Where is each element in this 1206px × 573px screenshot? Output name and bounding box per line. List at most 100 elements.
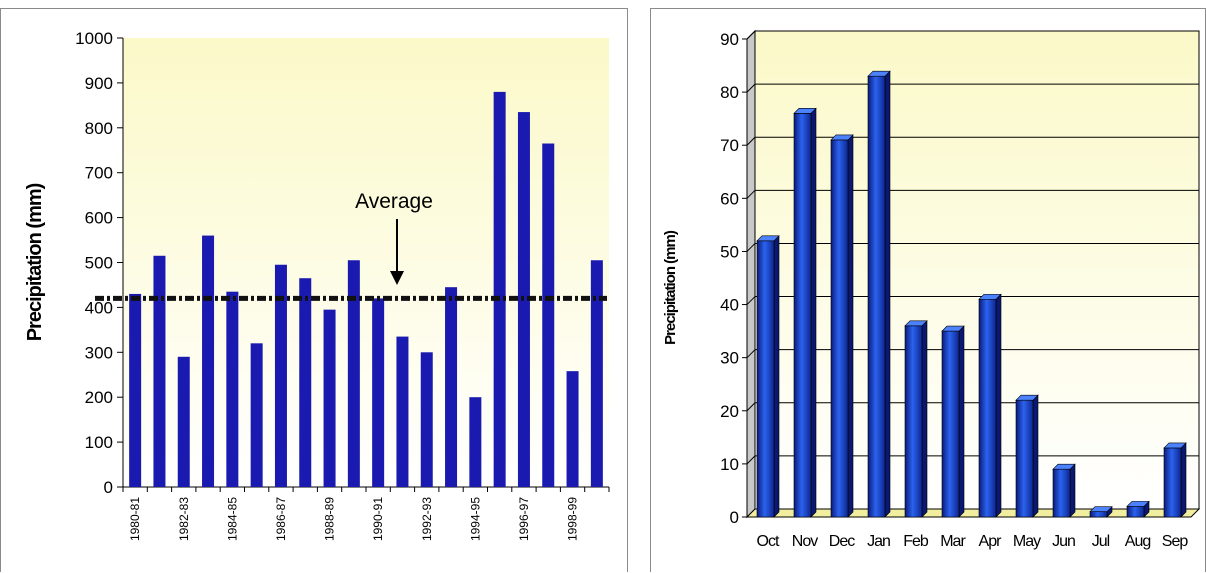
x-tick-label: 1990-91 xyxy=(371,497,385,541)
y-tick-label: 90 xyxy=(720,30,739,49)
bar-top xyxy=(1052,463,1076,470)
bar xyxy=(1052,468,1071,518)
y-tick-label: 300 xyxy=(85,343,113,362)
bar xyxy=(793,113,812,518)
y-tick-label: 0 xyxy=(730,508,739,527)
bar xyxy=(493,91,506,487)
bar xyxy=(396,336,409,487)
x-tick-label: May xyxy=(1013,533,1041,550)
bar-top xyxy=(978,293,1002,300)
bar xyxy=(941,330,960,518)
y-axis-title: Precipitation (mm) xyxy=(24,183,46,341)
bar-side xyxy=(921,320,928,518)
bar xyxy=(978,298,997,518)
bar xyxy=(830,139,849,518)
x-tick-label: Apr xyxy=(979,533,1003,550)
bar-side xyxy=(773,235,780,518)
bar-side xyxy=(1032,394,1039,518)
bar xyxy=(420,352,433,487)
bar xyxy=(867,75,886,518)
x-tick-label: Sep xyxy=(1162,533,1189,550)
bar-side xyxy=(958,325,965,518)
y-tick-label: 10 xyxy=(720,455,739,474)
bar xyxy=(566,371,579,487)
bar xyxy=(1015,399,1034,518)
bar xyxy=(590,260,603,487)
bar xyxy=(153,255,166,487)
x-tick-label: Jun xyxy=(1052,533,1075,550)
bar xyxy=(323,309,336,487)
average-label: Average xyxy=(355,190,433,213)
bar-side xyxy=(1069,463,1076,518)
y-tick-label: 500 xyxy=(85,254,113,273)
bar-side xyxy=(1180,442,1187,518)
bar xyxy=(177,356,190,487)
x-tick-label: 1984-85 xyxy=(225,497,239,541)
bar-top xyxy=(867,70,891,77)
gridline-side xyxy=(746,349,756,359)
bar xyxy=(226,291,239,487)
annual-precipitation-chart: 0 100 200 300 400 500 600 700 800 900 1000 1980-81 1… xyxy=(24,29,610,541)
bar xyxy=(445,287,458,487)
bar xyxy=(1126,506,1145,518)
bar xyxy=(372,298,385,487)
y-tick-label: 800 xyxy=(85,119,113,138)
bar xyxy=(469,397,482,487)
bar xyxy=(250,343,263,487)
y-tick-label: 0 xyxy=(104,478,113,497)
y-tick-label: 40 xyxy=(720,296,739,315)
bar xyxy=(542,143,555,487)
bar xyxy=(756,240,775,518)
x-tick-label: 1996-97 xyxy=(517,497,531,541)
side-wall xyxy=(746,29,756,519)
right-chart-panel: 0 10 20 30 40 50 60 70 80 90 Oct Nov Dec Jan Feb Mar Apr… xyxy=(650,8,1206,572)
y-tick-label: 900 xyxy=(85,74,113,93)
x-tick-label: Aug xyxy=(1125,533,1151,550)
y-tick-label: 700 xyxy=(85,164,113,183)
bar xyxy=(202,235,215,487)
y-tick-label: 400 xyxy=(85,298,113,317)
bar-top xyxy=(756,235,780,242)
gridline-side xyxy=(746,136,756,146)
x-tick-label: 1982-83 xyxy=(177,497,191,541)
y-tick-label: 200 xyxy=(85,388,113,407)
bar-top xyxy=(793,108,817,114)
x-tick-label: 1992-93 xyxy=(420,497,434,541)
gridline-side xyxy=(746,402,756,412)
bar-top xyxy=(1015,394,1039,401)
x-tick-label: 1998-99 xyxy=(566,497,580,541)
y-tick-label: 70 xyxy=(720,136,739,155)
x-tick-label: 1994-95 xyxy=(468,497,482,541)
x-tick-label: Mar xyxy=(940,533,966,550)
gridline-side xyxy=(746,296,756,305)
bar-top xyxy=(1089,506,1113,512)
bar-top xyxy=(1126,501,1150,507)
y-tick-label: 600 xyxy=(85,209,113,228)
x-tick-label: Nov xyxy=(792,533,818,550)
y-tick-label: 100 xyxy=(85,433,113,452)
gridline-side xyxy=(746,189,756,199)
bar-side xyxy=(847,134,854,518)
x-tick-label: Dec xyxy=(829,533,855,550)
y-tick-label: 30 xyxy=(720,349,739,368)
y-axis-title: Precipitation (mm) xyxy=(662,230,679,345)
plot-area xyxy=(123,38,609,487)
bar-top xyxy=(941,325,965,332)
bar-side xyxy=(884,70,891,518)
bar-side xyxy=(810,107,817,518)
x-tick-label: Jan xyxy=(867,533,890,550)
gridline-side xyxy=(746,30,756,40)
bar xyxy=(274,264,287,487)
bar xyxy=(1163,447,1182,518)
back-wall xyxy=(754,30,1200,510)
y-tick-label: 80 xyxy=(720,83,739,102)
gridline-side xyxy=(746,455,756,465)
y-tick-label: 20 xyxy=(720,402,739,421)
bar-top xyxy=(830,134,854,141)
monthly-precipitation-chart: 0 10 20 30 40 50 60 70 80 90 Oct Nov Dec Jan Feb Mar Apr… xyxy=(662,29,1201,550)
bar-top xyxy=(1163,442,1187,449)
gridline-side xyxy=(746,83,756,93)
x-tick-label: 1986-87 xyxy=(274,497,288,541)
average-arrow-head xyxy=(390,271,404,285)
bar xyxy=(1089,511,1108,518)
